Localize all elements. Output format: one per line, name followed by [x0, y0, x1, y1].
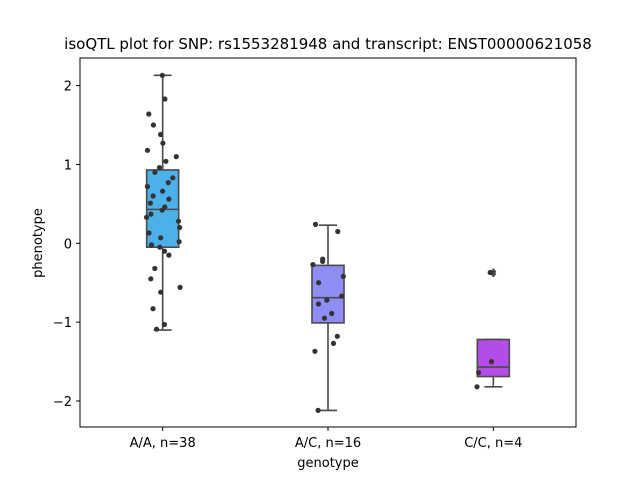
- data-point: [163, 158, 169, 164]
- data-point: [146, 230, 152, 236]
- data-point: [148, 242, 155, 248]
- data-point: [330, 340, 337, 346]
- data-point: [158, 235, 164, 241]
- data-point: [315, 407, 321, 413]
- data-point: [162, 96, 168, 102]
- data-point: [150, 122, 156, 128]
- data-point: [166, 196, 172, 202]
- data-point: [150, 306, 156, 312]
- data-point: [160, 188, 166, 194]
- data-point: [165, 180, 171, 186]
- data-point: [312, 221, 319, 227]
- strip-points: [143, 72, 183, 332]
- plot-area: [143, 72, 511, 413]
- data-point: [154, 326, 160, 332]
- x-axis: A/A, n=38 A/C, n=16 C/C, n=4: [130, 427, 522, 451]
- y-tick-label: −1: [53, 316, 72, 331]
- data-point: [339, 293, 345, 299]
- data-point: [166, 252, 172, 258]
- data-point: [173, 154, 179, 160]
- iqr-box: [311, 264, 345, 324]
- data-point: [158, 131, 164, 138]
- box-group: [311, 224, 345, 412]
- data-point: [324, 297, 330, 303]
- data-point: [176, 239, 182, 245]
- data-point: [476, 370, 482, 376]
- x-tick-label: C/C, n=4: [464, 436, 522, 451]
- data-point: [156, 165, 163, 171]
- y-tick-label: 0: [64, 237, 72, 252]
- y-axis: −2 −1 0 1 2: [53, 80, 80, 410]
- data-point: [152, 265, 158, 272]
- data-point: [148, 276, 154, 282]
- data-point: [144, 147, 151, 153]
- x-tick-label: A/C, n=16: [295, 436, 361, 451]
- data-point: [158, 289, 164, 295]
- data-point: [160, 140, 166, 146]
- data-point: [334, 333, 340, 339]
- strip-points: [310, 221, 346, 413]
- data-point: [161, 248, 168, 254]
- data-point: [175, 218, 182, 224]
- y-tick-label: 1: [64, 158, 72, 173]
- data-point: [310, 262, 316, 268]
- data-point: [315, 301, 322, 307]
- data-point: [321, 315, 328, 321]
- data-point: [150, 193, 156, 199]
- y-tick-label: −2: [53, 395, 72, 410]
- data-point: [161, 321, 167, 328]
- data-point: [144, 183, 150, 190]
- data-point: [312, 348, 318, 354]
- data-point: [177, 224, 183, 231]
- data-point: [474, 384, 480, 390]
- box-group: [476, 268, 511, 388]
- data-point: [157, 244, 163, 250]
- data-point: [335, 228, 341, 235]
- data-point: [143, 214, 150, 220]
- chart-title: isoQTL plot for SNP: rs1553281948 and tr…: [64, 35, 592, 53]
- data-point: [159, 207, 165, 213]
- data-point: [146, 111, 152, 117]
- data-point: [152, 169, 158, 175]
- data-point: [488, 359, 495, 365]
- data-point: [170, 175, 176, 181]
- x-axis-label: genotype: [297, 456, 358, 471]
- data-point: [177, 284, 183, 290]
- data-point: [340, 273, 346, 279]
- x-tick-label: A/A, n=38: [130, 436, 196, 451]
- data-point: [147, 200, 153, 206]
- data-point: [159, 72, 165, 78]
- strip-points: [474, 269, 495, 390]
- data-point: [487, 269, 493, 276]
- iqr-box: [476, 338, 511, 378]
- data-point: [316, 280, 322, 286]
- data-point: [320, 258, 326, 264]
- data-point: [148, 211, 154, 217]
- data-point: [329, 310, 335, 317]
- y-tick-label: 2: [64, 80, 72, 95]
- y-axis-label: phenotype: [31, 208, 46, 278]
